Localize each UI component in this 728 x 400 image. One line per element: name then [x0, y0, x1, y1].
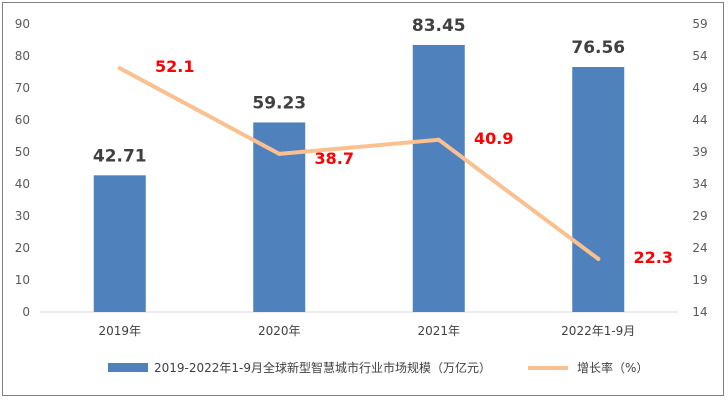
left-axis-tick: 30 [15, 209, 30, 223]
growth-rate-line [117, 66, 601, 261]
growth-rate-label: 38.7 [315, 149, 354, 168]
right-axis-tick: 44 [692, 113, 707, 127]
right-axis-tick: 59 [692, 17, 707, 31]
legend-label-line: 增长率（%） [577, 360, 648, 375]
right-axis-tick: 39 [692, 145, 707, 159]
category-label: 2022年1-9月 [561, 324, 635, 338]
category-label: 2021年 [417, 324, 460, 338]
growth-rate-point [436, 137, 441, 142]
right-axis-tick: 49 [692, 81, 707, 95]
right-axis-tick: 29 [692, 209, 707, 223]
category-label: 2019年 [98, 324, 141, 338]
left-axis-tick: 70 [15, 81, 30, 95]
bar [572, 67, 625, 313]
legend-label-bar: 2019-2022年1-9月全球新型智慧城市行业市场规模（万亿元） [154, 360, 491, 375]
right-axis-tick: 24 [692, 241, 707, 255]
growth-rate-point [277, 151, 282, 156]
left-axis-tick: 80 [15, 49, 30, 63]
left-axis-tick: 90 [15, 17, 30, 31]
bar-value-label: 42.71 [93, 146, 147, 166]
growth-rate-label: 52.1 [155, 57, 194, 76]
left-axis-tick: 50 [15, 145, 30, 159]
left-axis-tick: 10 [15, 273, 30, 287]
right-axis-tick: 34 [692, 177, 707, 191]
left-axis-tick: 60 [15, 113, 30, 127]
growth-rate-label: 22.3 [634, 248, 673, 267]
bar [412, 44, 465, 313]
category-label: 2020年 [258, 324, 301, 338]
bar-value-label: 83.45 [412, 16, 466, 36]
right-axis-tick: 54 [692, 49, 707, 63]
bar-value-label: 76.56 [571, 38, 625, 58]
growth-rate-label: 40.9 [474, 129, 513, 148]
left-axis-tick: 40 [15, 177, 30, 191]
right-axis-tick: 19 [692, 273, 707, 287]
left-axis-tick: 0 [22, 305, 30, 319]
bar [93, 175, 146, 312]
legend-swatch-bar [108, 363, 148, 372]
bar-value-label: 59.23 [252, 93, 306, 113]
right-axis-tick: 14 [692, 305, 707, 319]
growth-rate-point [596, 256, 601, 261]
growth-rate-point [117, 66, 122, 71]
left-axis-tick: 20 [15, 241, 30, 255]
